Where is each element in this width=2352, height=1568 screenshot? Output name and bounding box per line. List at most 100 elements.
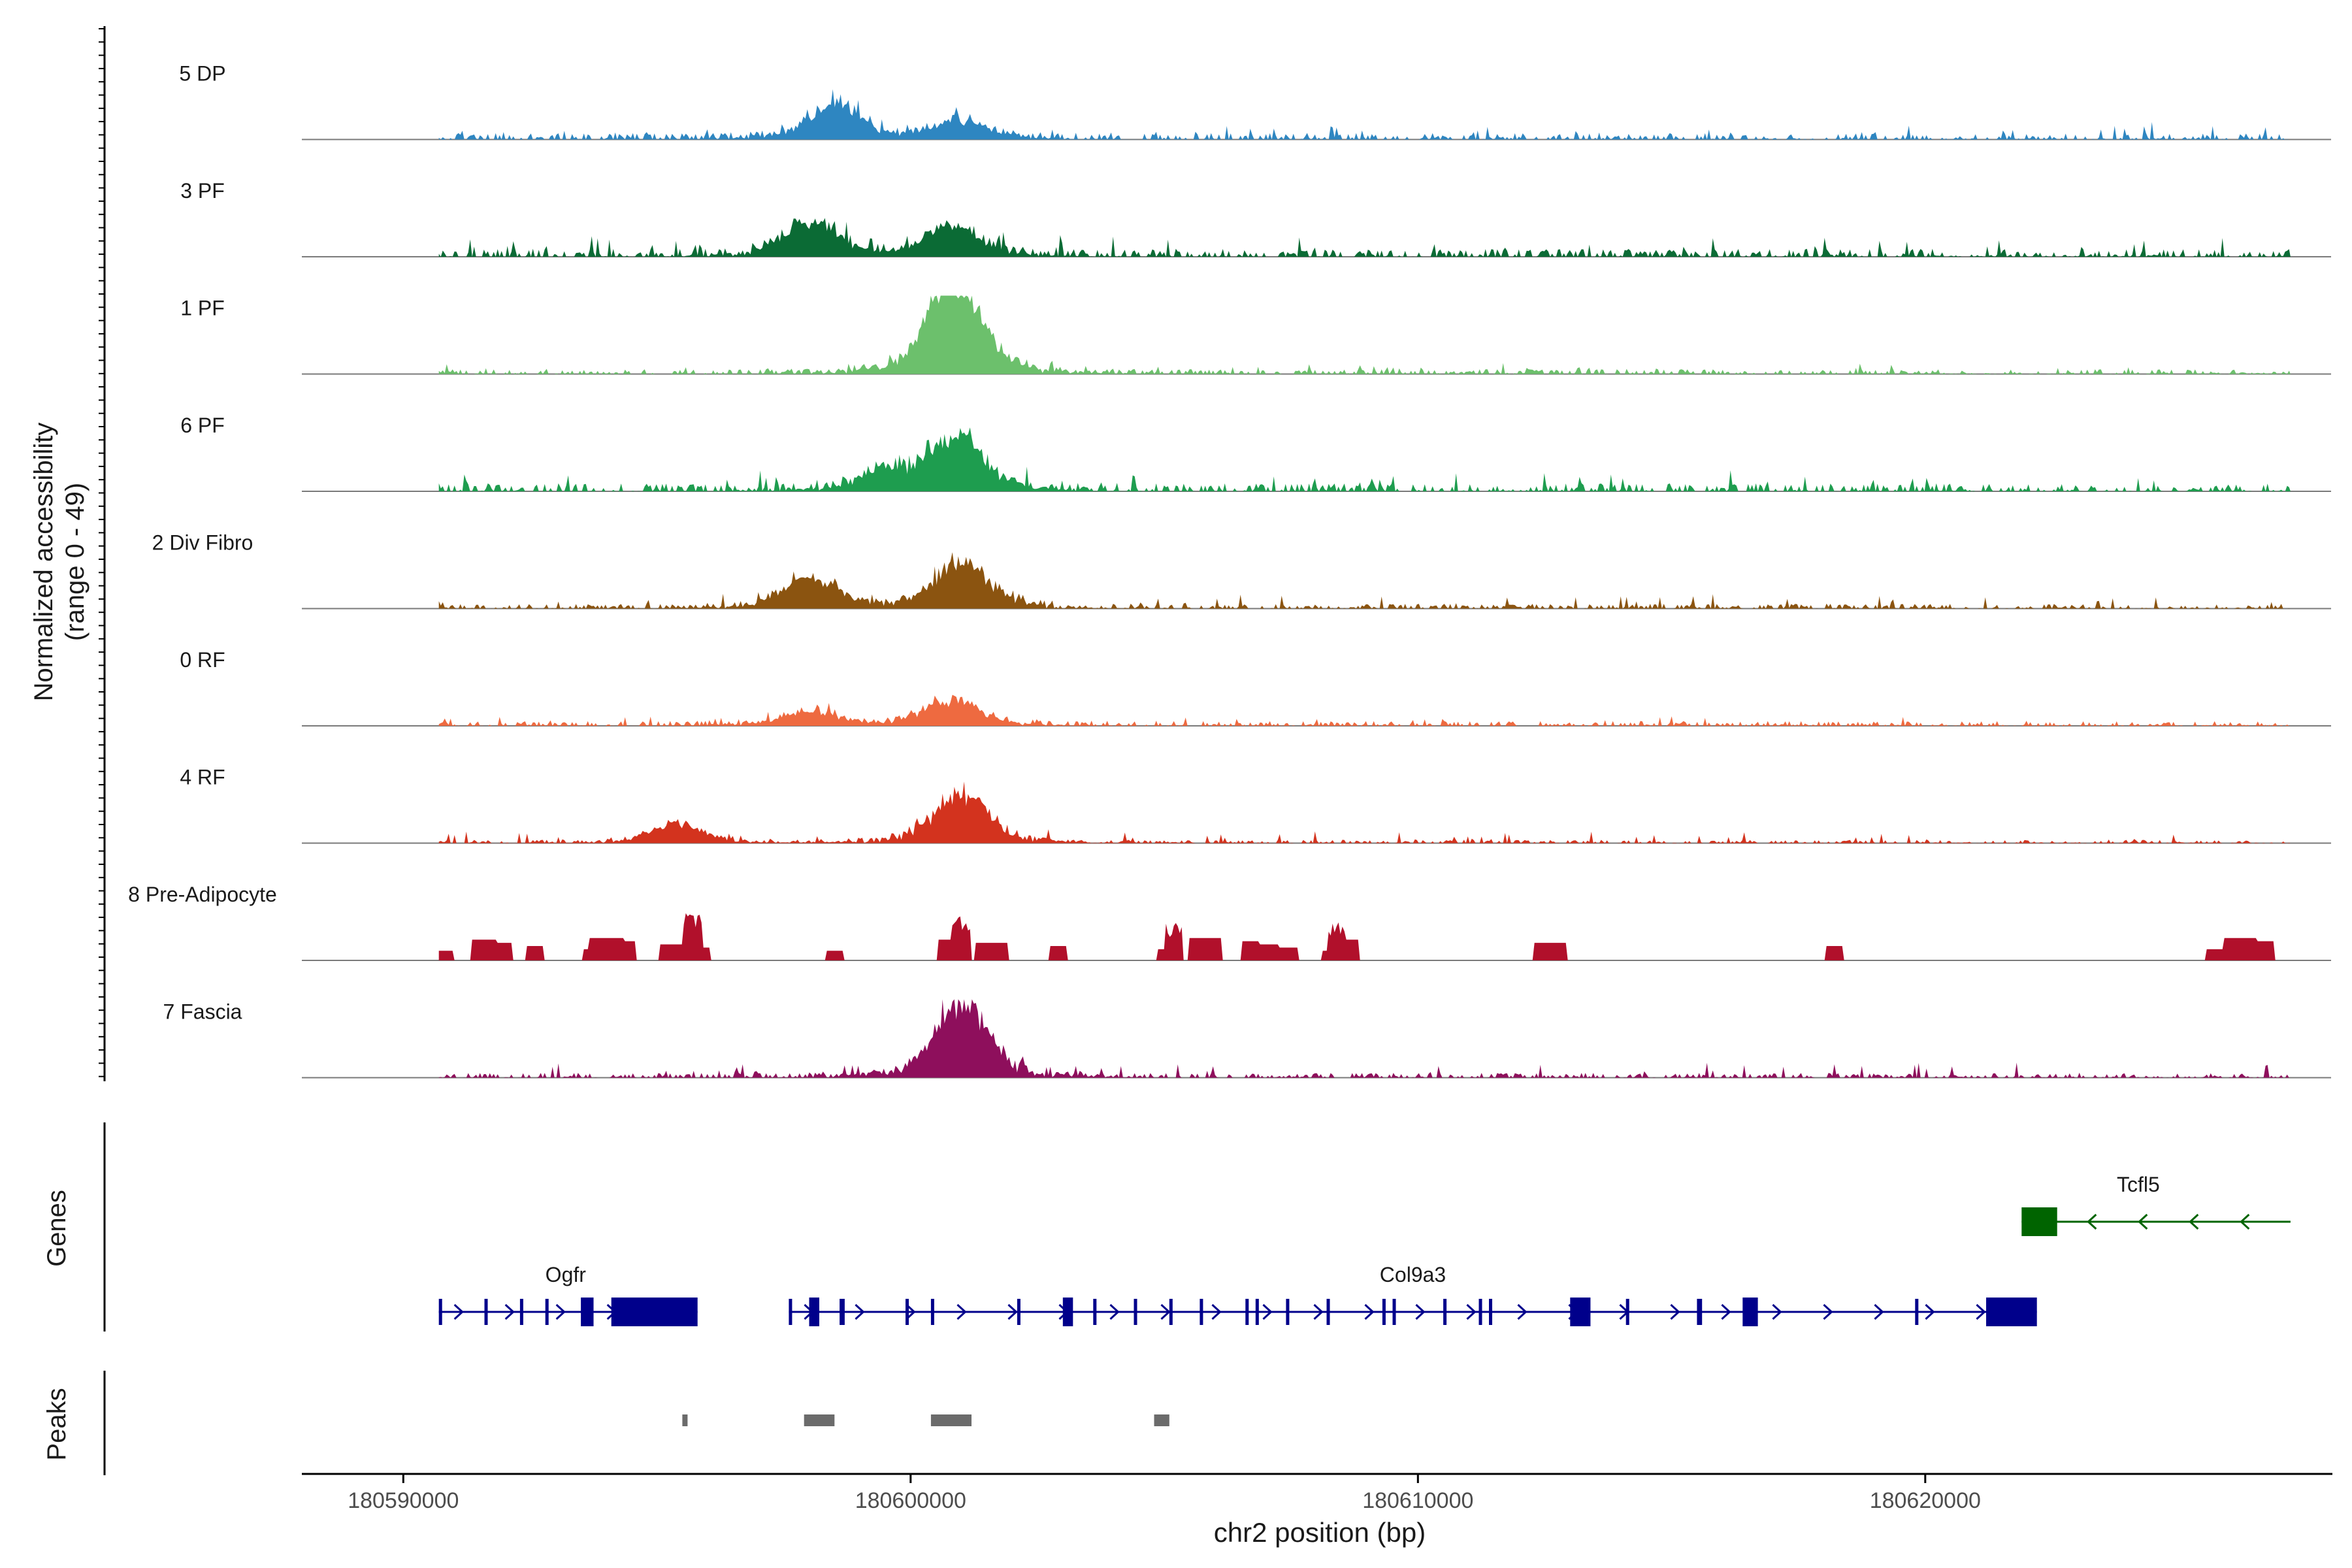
strand-arrow — [2087, 1213, 2097, 1230]
x-tick-label: 180620000 — [1870, 1488, 1981, 1513]
gene-exon — [1255, 1299, 1259, 1325]
track-1-pf: 1 PF — [180, 295, 2331, 375]
strand-arrow — [555, 1303, 566, 1320]
track-label: 2 Div Fibro — [152, 531, 253, 555]
strand-arrow — [1211, 1303, 1222, 1320]
strand-arrow — [1262, 1303, 1273, 1320]
strand-arrow — [1364, 1303, 1375, 1320]
gene-col9a3: Col9a3 — [789, 1263, 2037, 1326]
coverage-area — [438, 218, 2291, 257]
gene-exon — [1986, 1298, 2037, 1326]
track-label: 8 Pre-Adipocyte — [128, 883, 277, 906]
peaks-panel — [103, 1371, 1169, 1475]
strand-arrow — [1415, 1303, 1426, 1320]
gene-exon — [1326, 1299, 1330, 1325]
strand-arrow — [1109, 1303, 1120, 1320]
gene-exon — [1017, 1299, 1021, 1325]
strand-arrow — [1874, 1303, 1884, 1320]
track-6-pf: 6 PF — [180, 414, 2331, 492]
track-label: 4 RF — [180, 766, 225, 789]
track-label: 7 Fascia — [163, 1000, 242, 1024]
gene-exon — [1062, 1298, 1073, 1326]
track-label: 1 PF — [180, 297, 225, 320]
strand-arrow — [956, 1303, 967, 1320]
track-label: 5 DP — [179, 62, 225, 86]
strand-arrow — [1823, 1303, 1833, 1320]
gene-exon — [1200, 1299, 1203, 1325]
x-tick-label: 180600000 — [855, 1488, 966, 1513]
strand-arrow — [1007, 1303, 1018, 1320]
y-axis-label: Normalized accessibility — [29, 423, 58, 702]
gene-exon — [438, 1299, 442, 1325]
x-axis-label: chr2 position (bp) — [1214, 1517, 1426, 1548]
strand-arrow — [1925, 1303, 1935, 1320]
gene-exon — [1625, 1299, 1629, 1325]
gene-exon — [1286, 1299, 1290, 1325]
track-label: 6 PF — [180, 414, 225, 437]
strand-arrow — [2240, 1213, 2250, 1230]
gene-exon — [789, 1299, 792, 1325]
strand-arrow — [1976, 1303, 1986, 1320]
strand-arrow — [1517, 1303, 1527, 1320]
y-axis-range-label: (range 0 - 49) — [61, 483, 90, 641]
peak-region — [682, 1414, 688, 1426]
coverage-area — [438, 999, 2291, 1078]
coverage-tracks: 5 DP 3 PF 1 PF 6 PF 2 Div Fibro 0 RF 4 RF 8 Pre… — [128, 62, 2331, 1079]
gene-exon — [1697, 1299, 1703, 1325]
coverage-area — [438, 89, 2291, 140]
track-0-rf: 0 RF — [180, 648, 2331, 727]
track-label: 3 PF — [180, 179, 225, 203]
coverage-area — [438, 427, 2291, 491]
gene-exon — [1169, 1299, 1173, 1325]
coverage-area — [438, 781, 2291, 843]
gene-exon — [1489, 1299, 1492, 1325]
gene-exon — [1915, 1299, 1919, 1325]
gene-tcfl5: Tcfl5 — [2021, 1173, 2291, 1236]
gene-exon — [1443, 1299, 1447, 1325]
coverage-area — [438, 295, 2291, 374]
track-4-rf: 4 RF — [180, 766, 2331, 844]
peaks-panel-label: Peaks — [42, 1388, 71, 1460]
strand-arrow — [504, 1303, 515, 1320]
coverage-area — [438, 552, 2291, 609]
coverage-area — [438, 913, 2291, 960]
track-label: 0 RF — [180, 648, 225, 672]
x-tick-label: 180610000 — [1362, 1488, 1473, 1513]
strand-arrow — [2138, 1213, 2148, 1230]
accessibility-y-axis — [99, 26, 106, 1081]
gene-exon — [1382, 1299, 1386, 1325]
gene-name-label: Ogfr — [546, 1263, 587, 1286]
gene-exon — [809, 1298, 819, 1326]
gene-name-label: Col9a3 — [1380, 1263, 1446, 1286]
strand-arrow — [1772, 1303, 1782, 1320]
strand-arrow — [1160, 1303, 1171, 1320]
strand-arrow — [855, 1303, 865, 1320]
strand-arrow — [453, 1303, 464, 1320]
strand-arrow — [1670, 1303, 1680, 1320]
track-2-div-fibro: 2 Div Fibro — [152, 531, 2331, 610]
peak-region — [930, 1414, 972, 1426]
gene-exon — [1742, 1298, 1758, 1326]
strand-arrow — [906, 1303, 916, 1320]
gene-exon — [581, 1298, 594, 1326]
gene-exon — [1392, 1299, 1396, 1325]
x-axis: 180590000 180600000 180610000 180620000 — [302, 1473, 2332, 1513]
gene-exon — [484, 1299, 488, 1325]
strand-arrow — [2189, 1213, 2199, 1230]
strand-arrow — [1466, 1303, 1477, 1320]
gene-exon — [1478, 1299, 1482, 1325]
strand-arrow — [1721, 1303, 1731, 1320]
track-8-pre-adipocyte: 8 Pre-Adipocyte — [128, 883, 2331, 961]
gene-exon — [840, 1299, 845, 1325]
gene-name-label: Tcfl5 — [2117, 1173, 2160, 1196]
coverage-area — [438, 694, 2291, 726]
genes-panel-label: Genes — [42, 1190, 71, 1267]
track-3-pf: 3 PF — [180, 179, 2331, 257]
gene-exon — [519, 1299, 523, 1325]
gene-exon — [1570, 1298, 1591, 1326]
peak-region — [1154, 1414, 1169, 1426]
gene-ogfr: Ogfr — [438, 1263, 698, 1326]
gene-exon — [1134, 1299, 1137, 1325]
gene-exon — [611, 1298, 698, 1326]
